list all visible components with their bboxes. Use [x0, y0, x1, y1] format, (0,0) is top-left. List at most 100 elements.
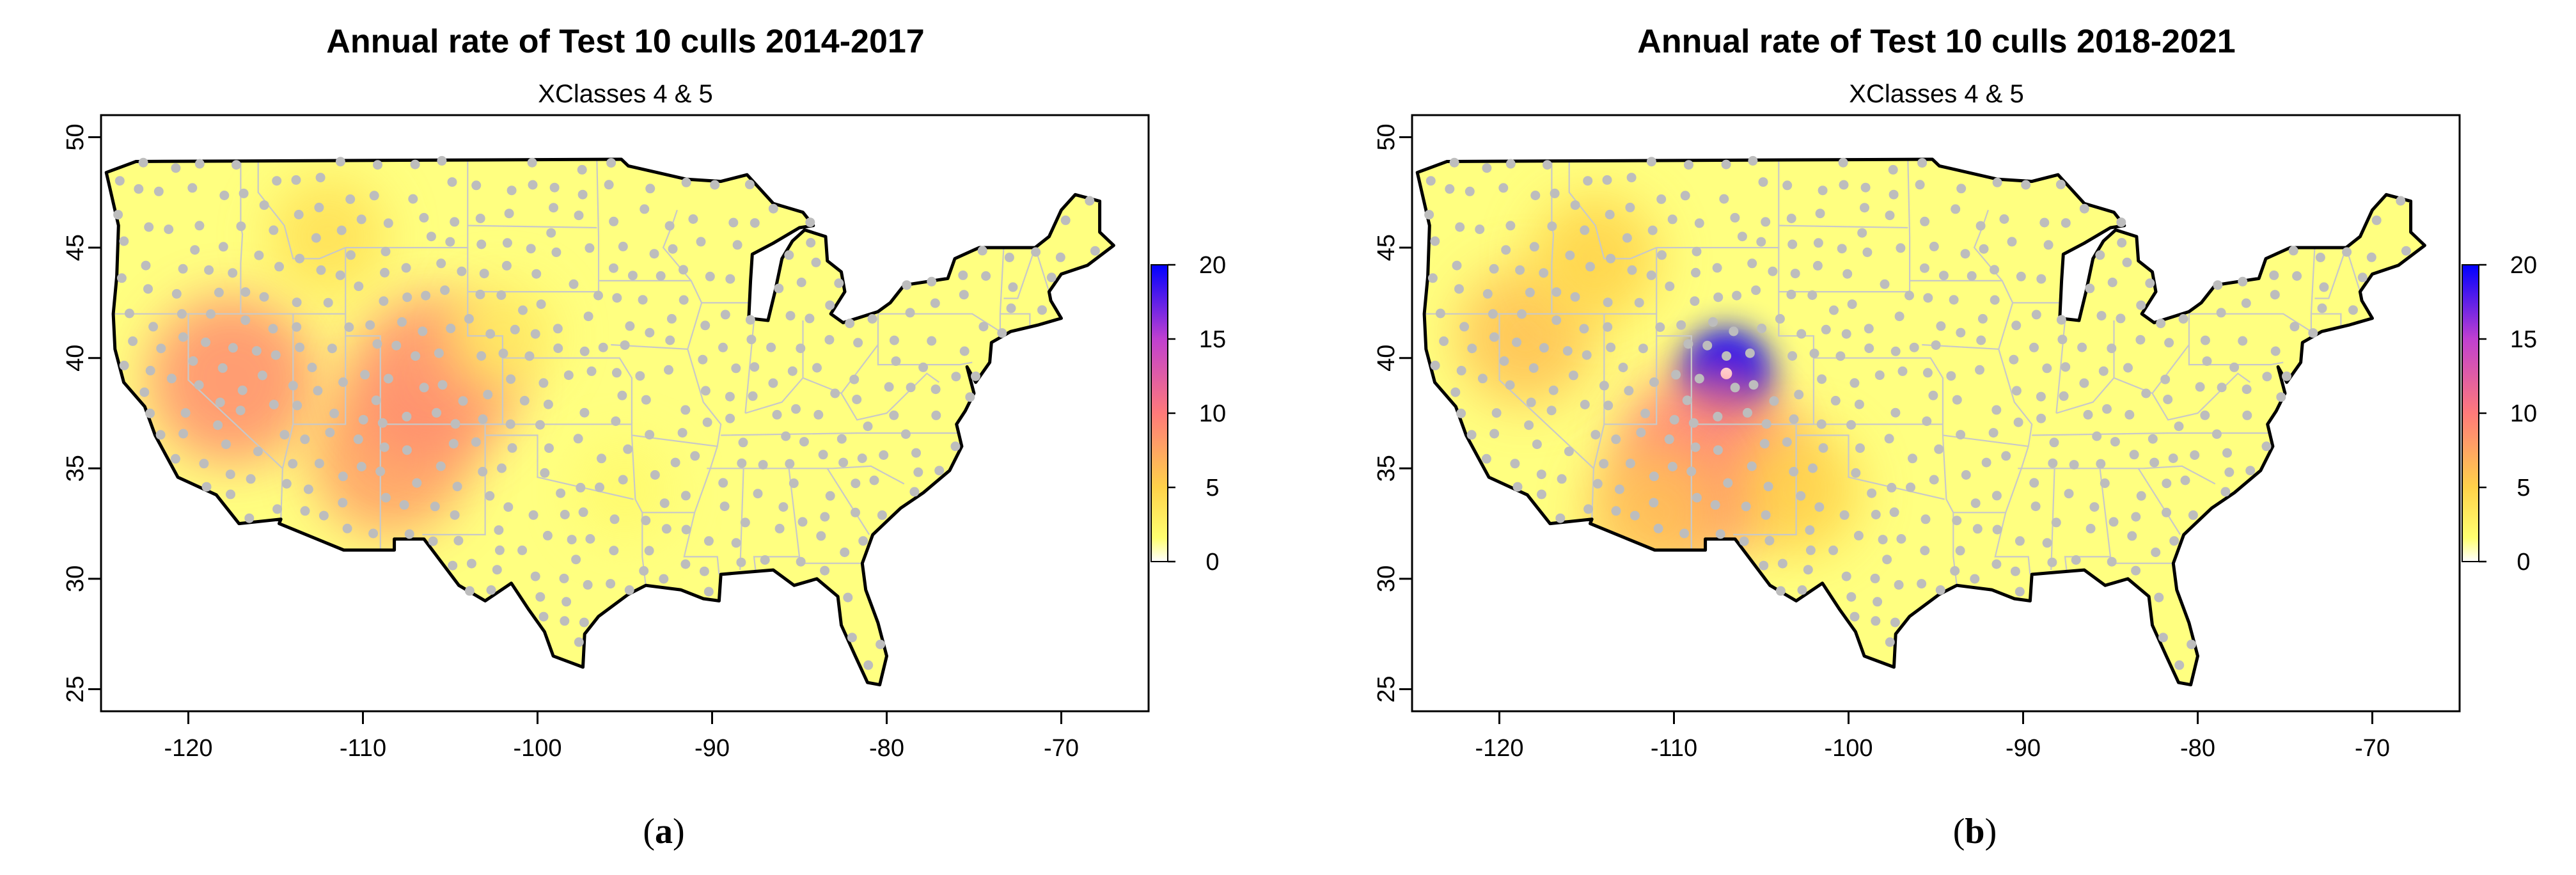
state-border	[1591, 313, 1605, 519]
station-point	[1526, 397, 1536, 407]
station-point	[311, 233, 321, 243]
x-tick-label: -100	[513, 735, 562, 762]
panel-b-colorbar: 0 5 10 15 20	[2462, 252, 2537, 576]
station-point	[1763, 482, 1773, 492]
station-point	[1525, 287, 1535, 297]
state-border	[1000, 313, 1031, 329]
station-point	[1691, 267, 1700, 278]
station-point	[2187, 640, 2197, 649]
station-point	[750, 218, 760, 228]
station-point	[1590, 430, 1601, 440]
station-point	[1625, 459, 1635, 469]
station-point	[141, 260, 151, 271]
station-point	[1488, 309, 1498, 319]
station-point	[665, 335, 675, 345]
station-point	[2083, 409, 2093, 420]
station-point	[2131, 565, 2141, 576]
station-point	[1649, 471, 1659, 482]
station-point	[1846, 592, 1857, 602]
state-border	[840, 372, 940, 421]
panel-b-state-borders	[1424, 159, 2361, 586]
station-point	[965, 392, 975, 402]
colorbar-tick-label: 20	[1199, 252, 1226, 279]
station-point	[1757, 324, 1767, 333]
station-point	[891, 356, 901, 367]
station-point	[567, 535, 577, 545]
station-point	[666, 313, 677, 324]
station-point	[371, 395, 381, 406]
station-point	[402, 411, 412, 422]
station-point	[1664, 434, 1674, 445]
station-point	[836, 434, 847, 444]
station-point	[1006, 303, 1016, 313]
station-point	[2061, 362, 2071, 372]
station-point	[1737, 232, 1747, 242]
colorbar-tick-label: 0	[1206, 549, 1219, 576]
station-point	[1702, 340, 1713, 351]
station-point	[1928, 390, 1938, 400]
station-point	[399, 500, 409, 510]
station-point	[1683, 339, 1693, 349]
station-point	[1424, 210, 1434, 220]
station-point	[1841, 329, 1851, 339]
station-point	[383, 218, 393, 228]
station-point	[796, 278, 806, 287]
station-point	[1671, 370, 1681, 380]
panel-b-label: (b)	[1953, 812, 1997, 851]
panel-a-heat-layer	[147, 177, 673, 539]
station-point	[1512, 482, 1523, 492]
station-point	[843, 592, 853, 603]
station-point	[574, 210, 584, 221]
station-point	[1499, 356, 1509, 366]
station-point	[1536, 469, 1546, 480]
station-point	[2059, 391, 2069, 401]
state-border	[187, 313, 283, 469]
station-point	[1060, 215, 1071, 225]
station-point	[318, 510, 329, 521]
station-point	[1605, 210, 1615, 219]
station-point	[1482, 163, 1492, 173]
station-point	[1808, 463, 1818, 473]
station-point	[728, 217, 739, 228]
station-point	[774, 523, 785, 533]
station-point	[507, 443, 517, 453]
station-point	[876, 640, 886, 649]
station-point	[2029, 342, 2039, 352]
station-point	[2270, 290, 2280, 300]
station-point	[1894, 579, 1904, 590]
station-point	[1449, 157, 1459, 168]
station-point	[1638, 343, 1648, 354]
station-point	[718, 342, 728, 352]
station-point	[606, 579, 616, 589]
station-point	[1505, 380, 1515, 390]
station-point	[2013, 417, 2023, 427]
station-point	[597, 453, 606, 464]
station-point	[879, 450, 889, 460]
station-point	[1887, 482, 1897, 493]
station-point	[485, 329, 496, 339]
station-point	[1465, 186, 1475, 196]
station-point	[1501, 245, 1511, 255]
station-point	[1794, 390, 1804, 400]
station-point	[2238, 276, 2248, 287]
station-point	[679, 295, 689, 305]
station-point	[1684, 160, 1693, 170]
station-point	[1456, 408, 1466, 418]
station-point	[272, 504, 283, 514]
station-point	[981, 271, 991, 281]
station-point	[240, 287, 251, 297]
station-point	[1580, 400, 1590, 409]
station-point	[1748, 155, 1758, 166]
station-point	[959, 290, 969, 300]
station-point	[504, 209, 514, 219]
station-point	[124, 308, 134, 319]
station-point	[1570, 200, 1580, 210]
station-point	[1847, 299, 1857, 310]
station-point	[618, 241, 628, 251]
station-point	[884, 382, 894, 392]
station-point	[725, 391, 735, 402]
station-point	[1690, 296, 1700, 306]
station-point	[1551, 287, 1562, 297]
state-border	[745, 313, 879, 414]
station-point	[858, 536, 868, 546]
